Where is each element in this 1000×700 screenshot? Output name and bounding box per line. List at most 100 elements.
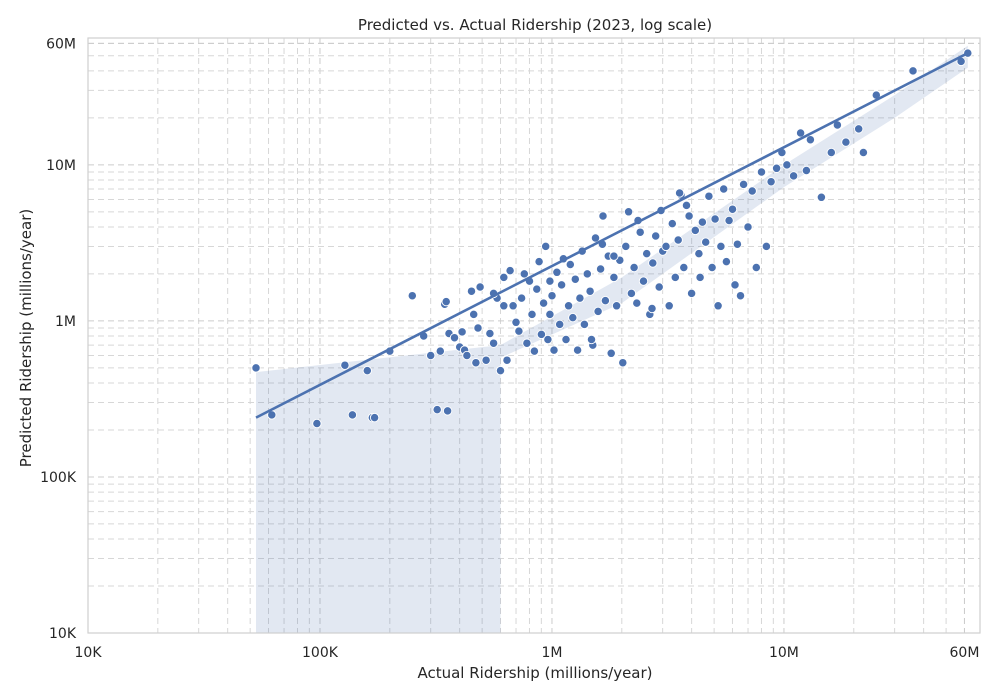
data-point [908,66,918,76]
data-point [674,188,685,198]
data-point [647,303,657,314]
data-point [545,309,555,320]
data-point [632,298,642,308]
data-point [713,301,723,311]
data-point [462,350,472,361]
data-point [623,207,634,217]
data-point [473,323,483,333]
y-tick-label: 1M [55,314,76,330]
data-point [590,233,601,243]
data-point [466,286,477,296]
data-point [642,248,652,259]
data-point [654,282,664,292]
data-point [795,128,806,138]
plot-frame-group [87,37,981,634]
data-point [585,286,595,296]
data-point [582,269,592,279]
confidence-band [256,45,968,633]
data-point [549,345,559,355]
data-point [469,309,479,320]
data-point [684,211,694,221]
data-point [661,241,671,252]
x-tick-label: 60M [950,645,980,661]
data-point [516,293,527,303]
data-point [651,231,661,241]
data-point [841,137,851,147]
data-point [598,211,608,221]
data-point [347,410,358,420]
data-point [667,218,677,229]
x-tick-labels: 10K 100K 1M 10M 60M [75,645,980,661]
data-point [488,338,499,348]
data-point [312,418,322,429]
data-point [719,184,729,194]
data-point [735,291,746,301]
data-point [694,248,704,259]
data-point [701,237,711,247]
data-point [532,284,542,294]
data-point [732,239,743,249]
data-point [621,241,631,252]
y-axis-label: Predicted Ridership (millions/year) [17,209,35,467]
data-point [441,296,451,307]
data-point [505,265,515,276]
data-point [751,262,761,273]
x-tick-label: 1M [541,645,562,661]
data-point [555,319,565,330]
data-point [563,301,574,311]
data-point [529,346,540,356]
y-tick-label: 100K [40,470,77,486]
data-point [766,177,776,187]
data-point [635,227,645,237]
x-tick-label: 100K [302,645,339,661]
data-point [743,222,753,232]
data-point [565,259,575,270]
y-tick-label: 60M [46,36,76,52]
data-point [475,282,485,292]
data-point [679,262,689,273]
data-point [538,298,549,308]
data-point [629,262,639,273]
data-point [727,204,738,214]
y-tick-label: 10K [49,626,77,642]
y-tick-labels: 10K 100K 1M 10M 60M [40,36,77,642]
data-point [648,258,658,268]
data-point [556,280,567,290]
x-tick-label: 10K [75,645,103,661]
data-point [426,350,436,361]
data-point [579,319,590,330]
data-point [690,225,700,236]
data-point [449,333,460,343]
data-point [805,135,816,145]
y-tick-label: 10M [46,158,76,174]
chart-title: Predicted vs. Actual Ridership (2023, lo… [358,16,712,34]
data-point [681,200,692,211]
data-point [543,334,553,345]
data-point [686,288,697,299]
data-point [561,334,571,345]
data-point [495,365,506,376]
data-point [519,269,529,279]
data-point [340,360,350,370]
data-point [547,291,557,301]
data-point [761,241,772,252]
data-point [756,167,767,177]
data-point [534,256,544,267]
data-point [481,355,491,365]
data-point [570,274,580,284]
data-point [724,215,734,226]
data-point [362,365,372,376]
data-point [606,348,616,358]
data-point [572,345,583,355]
data-point [611,301,622,311]
data-point [536,329,547,340]
x-tick-label: 10M [769,645,799,661]
grid-lines [87,38,981,634]
data-point [511,317,521,327]
plot-frame [87,37,981,634]
data-point [782,160,792,170]
data-point [435,346,445,356]
data-point [502,355,512,365]
data-point [747,186,757,196]
